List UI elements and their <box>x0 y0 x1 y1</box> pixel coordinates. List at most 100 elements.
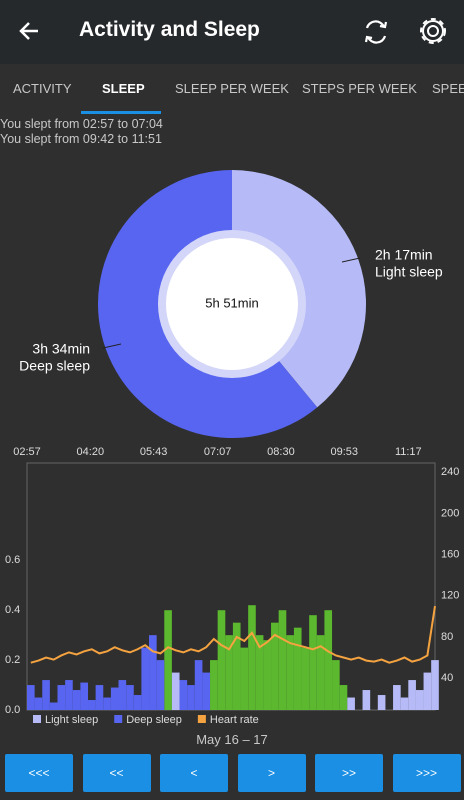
x-tick-label: 05:43 <box>140 446 168 458</box>
sleep-bar <box>301 647 310 710</box>
sleep-bar <box>339 685 348 710</box>
sleep-bar <box>347 697 355 710</box>
sleep-bar <box>65 680 73 710</box>
sleep-bar <box>194 660 203 710</box>
sleep-bar <box>95 685 104 710</box>
sleep-bar <box>110 687 119 710</box>
y2-tick-label: 40 <box>441 672 453 684</box>
sleep-bar <box>271 622 279 710</box>
legend-swatch <box>33 715 41 723</box>
sleep-bar <box>263 640 272 710</box>
sleep-bar <box>141 647 150 710</box>
tab[interactable]: ACTIVITY <box>13 81 72 96</box>
y-tick-label: 0.6 <box>5 554 20 566</box>
sleep-bar <box>309 615 317 710</box>
sleep-bar <box>393 685 401 710</box>
tab[interactable]: SLEEP PER WEEK <box>175 81 289 96</box>
sleep-summary: You slept from 09:42 to 11:51 <box>0 132 162 146</box>
sleep-bar <box>171 672 180 710</box>
tab-indicator <box>81 111 161 114</box>
sleep-bar <box>210 660 218 710</box>
sleep-bar <box>415 690 424 710</box>
nav-button[interactable]: > <box>237 754 306 792</box>
y2-tick-label: 240 <box>441 466 459 478</box>
sleep-bar <box>27 685 35 710</box>
refresh-button[interactable] <box>364 20 388 44</box>
sleep-bar <box>72 690 81 710</box>
nav-button[interactable]: >> <box>315 754 383 792</box>
x-tick-label: 08:30 <box>267 446 295 458</box>
nav-button[interactable]: >>> <box>392 754 461 792</box>
x-tick-label: 11:17 <box>395 446 422 458</box>
legend-swatch <box>197 715 206 723</box>
slice-name-label: Light sleep <box>375 264 443 280</box>
x-tick-label: 09:53 <box>330 446 358 458</box>
sleep-bar <box>377 695 386 710</box>
settings-button[interactable] <box>420 18 446 44</box>
legend-label: Light sleep <box>45 714 98 726</box>
sleep-bar <box>149 635 157 710</box>
nav-button[interactable]: < <box>160 754 228 792</box>
sleep-bar <box>332 660 340 710</box>
leader-line <box>102 343 122 349</box>
sleep-bar <box>187 685 195 710</box>
nav-button[interactable]: << <box>82 754 151 792</box>
sleep-bar <box>103 697 111 710</box>
y-tick-label: 0.0 <box>5 704 20 716</box>
slice-value-label: 2h 17min <box>375 247 433 263</box>
sleep-bar <box>316 635 325 710</box>
tab[interactable]: SPEE <box>432 81 464 96</box>
tab-bar: ACTIVITY SLEEP SLEEP PER WEEK STEPS PER WEE… <box>0 64 464 116</box>
activity-chart: 02:57 04:20 05:43 07:07 08:30 09:53 11:17 0.0 0.… <box>5 446 459 726</box>
sleep-bar <box>164 610 172 710</box>
sleep-bar <box>232 622 241 710</box>
sleep-bar <box>34 697 43 710</box>
app-bar: Activity and Sleep <box>0 0 464 64</box>
sleep-bar <box>202 672 211 710</box>
sleep-bar <box>57 685 66 710</box>
legend-label: Deep sleep <box>126 714 182 726</box>
slice-value-label: 3h 34min <box>32 341 90 357</box>
sleep-bar <box>42 680 50 710</box>
sleep-bar <box>225 635 233 710</box>
sleep-bar <box>255 635 264 710</box>
donut-hole <box>166 238 298 370</box>
sleep-bar <box>324 610 333 710</box>
y2-tick-label: 160 <box>441 549 459 561</box>
nav-buttons: <<< << < > >> >>> <box>0 754 464 794</box>
sleep-bar <box>423 672 432 710</box>
nav-button[interactable]: <<< <box>5 754 73 792</box>
sleep-bar <box>179 680 188 710</box>
app-bar-icons <box>19 18 446 44</box>
slice-name-label: Deep sleep <box>19 358 90 374</box>
date-label: May 16 – 17 <box>196 732 268 747</box>
donut-center-label: 5h 51min <box>205 295 258 310</box>
sleep-bar <box>286 635 294 710</box>
sleep-bar <box>88 700 96 710</box>
sleep-bar <box>118 680 127 710</box>
sleep-bar <box>431 660 439 710</box>
tab[interactable]: STEPS PER WEEK <box>302 81 417 96</box>
y2-tick-label: 120 <box>441 590 459 602</box>
sleep-bar <box>408 680 416 710</box>
sleep-bar <box>248 605 256 710</box>
sleep-bar <box>156 660 165 710</box>
back-button[interactable] <box>19 22 38 40</box>
y-tick-label: 0.2 <box>5 654 20 666</box>
tab[interactable]: SLEEP <box>102 81 145 96</box>
sleep-bar <box>278 610 287 710</box>
sleep-bar <box>293 627 302 710</box>
sleep-bar <box>240 647 249 710</box>
sleep-bar <box>133 695 142 710</box>
legend-swatch <box>114 715 123 723</box>
y2-tick-label: 200 <box>441 507 459 519</box>
y-tick-label: 0.4 <box>5 604 20 616</box>
x-tick-label: 02:57 <box>13 446 41 458</box>
sleep-bar <box>362 690 371 710</box>
x-tick-label: 07:07 <box>204 446 232 458</box>
sleep-bar <box>80 682 89 710</box>
sleep-bar <box>217 610 226 710</box>
sleep-bar <box>126 685 134 710</box>
